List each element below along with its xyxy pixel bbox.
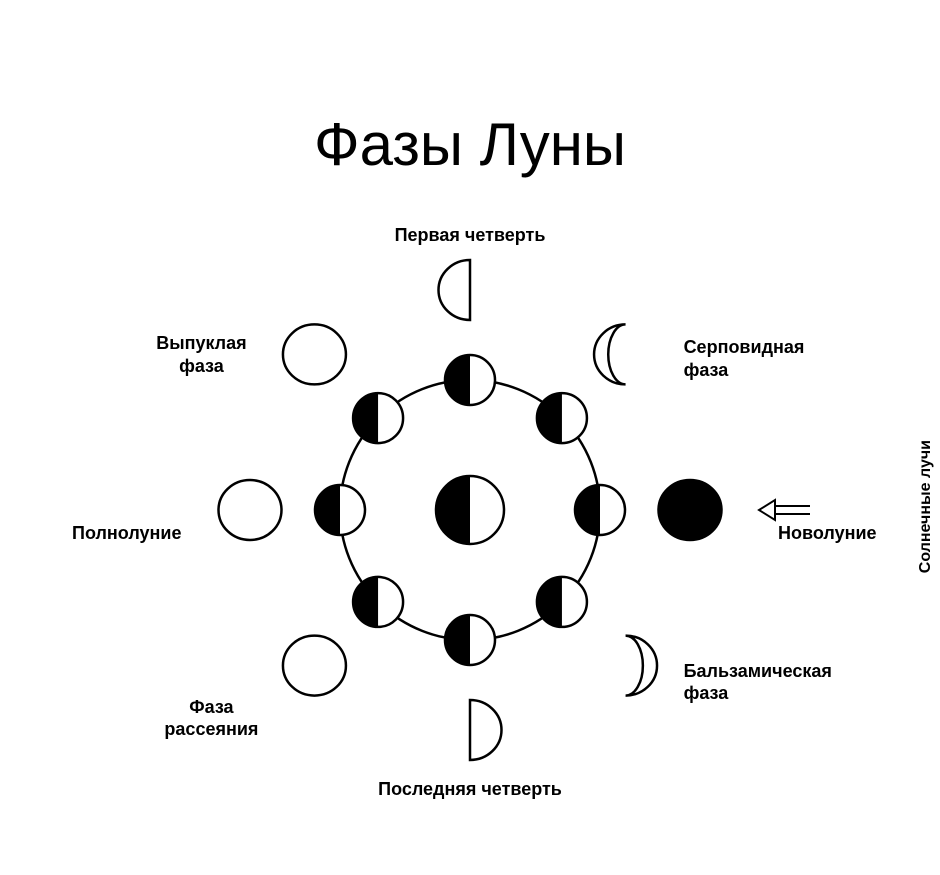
earth-shadow bbox=[436, 476, 470, 544]
phase-label-waxing_crescent: Серповидная фаза bbox=[684, 336, 805, 381]
outer-phase-icon bbox=[594, 324, 625, 384]
outer-phase-icon bbox=[219, 480, 282, 540]
outer-phase-icon bbox=[659, 480, 722, 540]
phase-label-balsamic: Бальзамическая фаза bbox=[684, 660, 832, 705]
outer-phase-icon bbox=[470, 700, 502, 760]
outer-phase-icon bbox=[626, 636, 657, 696]
phase-label-last_quarter: Последняя четверть bbox=[370, 778, 570, 801]
outer-phase-icon bbox=[439, 260, 470, 320]
inner-moon bbox=[353, 577, 403, 627]
inner-moon bbox=[575, 485, 625, 535]
phase-label-full_moon: Полнолуние bbox=[72, 522, 182, 545]
page-title: Фазы Луны bbox=[0, 110, 940, 179]
outer-phase-icon bbox=[283, 324, 346, 384]
inner-moon bbox=[445, 615, 495, 665]
inner-moon bbox=[445, 355, 495, 405]
page: Фазы Луны Новолуние Серповидная фаза Перва… bbox=[0, 0, 940, 875]
phase-label-waning_gibbous: Фаза рассеяния bbox=[156, 696, 266, 741]
inner-moon bbox=[537, 393, 587, 443]
moon-phase-diagram: НоволуниеСерповидная фазаПервая четверть… bbox=[120, 200, 820, 820]
sun-rays-label: Солнечные лучи bbox=[917, 440, 935, 573]
phase-label-waxing_gibbous: Выпуклая фаза bbox=[146, 332, 256, 377]
phase-label-first_quarter: Первая четверть bbox=[380, 224, 560, 247]
sun-rays-arrow bbox=[759, 500, 810, 520]
phase-label-new_moon: Новолуние bbox=[778, 522, 877, 545]
inner-moon bbox=[315, 485, 365, 535]
inner-moon bbox=[537, 577, 587, 627]
inner-moon bbox=[353, 393, 403, 443]
outer-phase-icon bbox=[283, 636, 346, 696]
